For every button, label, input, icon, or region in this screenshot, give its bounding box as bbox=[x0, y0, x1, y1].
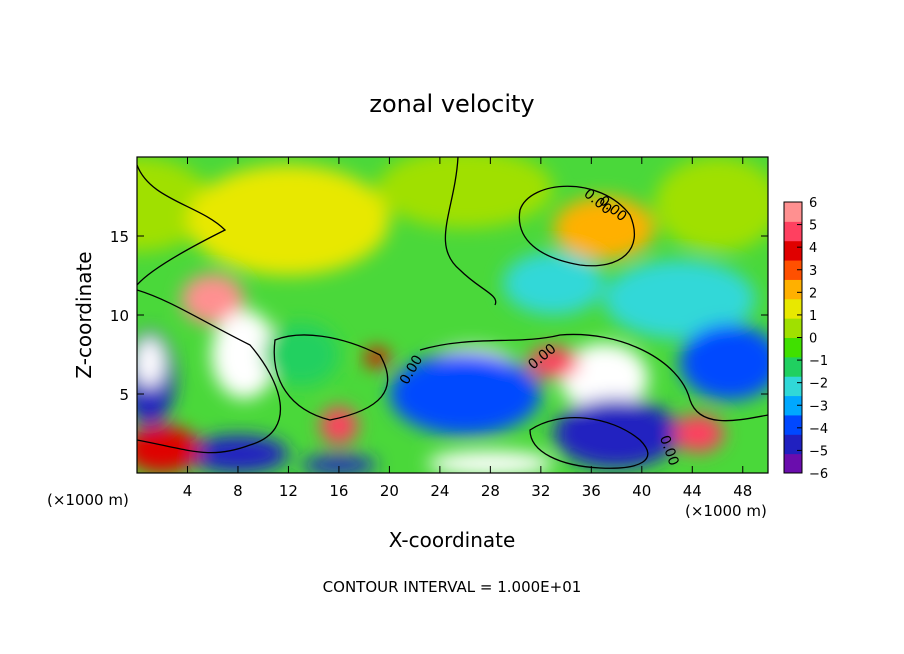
colorbar-swatch-6 bbox=[784, 337, 802, 358]
colorbar-label-8: −2 bbox=[809, 377, 828, 392]
field-region-6 bbox=[502, 251, 604, 315]
y-tick-label-0: 5 bbox=[119, 386, 129, 404]
colorbar-swatch-8 bbox=[784, 298, 802, 319]
chart-title: zonal velocity bbox=[369, 90, 534, 118]
colorbar-label-9: −3 bbox=[809, 399, 828, 414]
colorbar-swatch-0 bbox=[784, 453, 802, 474]
x-tick-label-3: 16 bbox=[329, 482, 348, 500]
x-unit-label: (×1000 m) bbox=[685, 502, 767, 520]
colorbar-label-10: −4 bbox=[809, 422, 828, 437]
x-tick-label-4: 20 bbox=[380, 482, 399, 500]
colorbar: 6 5 4 3 2 1 0 −1 −2 −3 −4 −5 −6 bbox=[783, 196, 828, 482]
field-region-19 bbox=[553, 398, 680, 469]
contour-line-6 bbox=[529, 417, 649, 469]
contour-line-2 bbox=[518, 185, 636, 267]
x-axis-label: X-coordinate bbox=[389, 528, 516, 552]
contour-line-4 bbox=[273, 334, 389, 421]
colorbar-label-1: 5 bbox=[809, 219, 817, 234]
x-tick-label-7: 32 bbox=[531, 482, 550, 500]
x-tick-label-0: 4 bbox=[183, 482, 193, 500]
field-region-1 bbox=[187, 164, 390, 276]
colorbar-swatch-11 bbox=[784, 240, 802, 261]
field-region-22 bbox=[673, 414, 724, 453]
field-region-24 bbox=[137, 425, 201, 473]
y-unit-label: (×1000 m) bbox=[47, 491, 129, 509]
colorbar-swatch-2 bbox=[784, 414, 802, 435]
x-tick-label-6: 28 bbox=[481, 482, 500, 500]
contour-interval-note: CONTOUR INTERVAL = 1.000E+01 bbox=[323, 578, 582, 596]
field-region-26 bbox=[301, 455, 377, 473]
colorbar-swatch-13 bbox=[784, 202, 802, 222]
velocity-field bbox=[137, 157, 768, 473]
colorbar-swatch-5 bbox=[784, 356, 802, 377]
x-tick-label-10: 44 bbox=[683, 482, 702, 500]
colorbar-swatch-7 bbox=[784, 318, 802, 338]
colorbar-label-3: 3 bbox=[809, 264, 817, 279]
colorbar-label-6: 0 bbox=[809, 332, 817, 347]
colorbar-label-7: −1 bbox=[809, 354, 828, 369]
colorbar-swatch-10 bbox=[784, 260, 802, 280]
colorbar-label-11: −5 bbox=[809, 444, 828, 459]
field-region-13 bbox=[319, 406, 358, 445]
y-axis-label: Z-coordinate bbox=[72, 251, 96, 378]
x-tick-label-5: 24 bbox=[430, 482, 449, 500]
field-region-2 bbox=[376, 157, 554, 229]
field-region-7 bbox=[181, 273, 245, 325]
contour-line-5 bbox=[419, 333, 768, 422]
x-tick-label-11: 48 bbox=[733, 482, 752, 500]
colorbar-swatch-12 bbox=[784, 221, 802, 242]
field-region-4 bbox=[654, 157, 768, 252]
contour-line-1 bbox=[444, 157, 497, 306]
field-region-23 bbox=[187, 435, 289, 473]
y-tick-label-1: 10 bbox=[110, 307, 129, 325]
colorbar-swatch-1 bbox=[784, 434, 802, 455]
colorbar-label-12: −6 bbox=[809, 467, 828, 482]
field-region-5 bbox=[603, 259, 756, 339]
x-tick-label-2: 12 bbox=[279, 482, 298, 500]
x-tick-label-9: 40 bbox=[632, 482, 651, 500]
x-tick-label-1: 8 bbox=[233, 482, 243, 500]
field-region-17 bbox=[528, 346, 579, 379]
x-axis-ticks: 4 8 12 16 20 24 28 32 36 40 44 48 bbox=[183, 157, 752, 500]
colorbar-swatch-9 bbox=[784, 279, 802, 300]
colorbar-label-2: 4 bbox=[809, 241, 817, 256]
field-region-12 bbox=[364, 348, 390, 368]
y-tick-label-2: 15 bbox=[110, 228, 129, 246]
colorbar-label-4: 2 bbox=[809, 286, 817, 301]
field-region-16 bbox=[559, 343, 649, 413]
contour-line-0 bbox=[137, 164, 227, 286]
field-region-8 bbox=[211, 310, 278, 399]
colorbar-swatch-3 bbox=[784, 395, 802, 416]
contour-lines bbox=[137, 157, 768, 469]
x-tick-label-8: 36 bbox=[582, 482, 601, 500]
field-region-10 bbox=[137, 337, 165, 388]
field-region-11 bbox=[263, 322, 339, 387]
field-region-25 bbox=[427, 450, 554, 473]
field-region-3 bbox=[553, 196, 655, 260]
colorbar-swatch-4 bbox=[784, 376, 802, 397]
field-region-21 bbox=[679, 324, 768, 401]
contour-line-3 bbox=[137, 289, 282, 454]
colorbar-label-5: 1 bbox=[809, 309, 817, 324]
colorbar-label-0: 6 bbox=[809, 196, 817, 211]
y-axis-ticks: 5 10 15 bbox=[110, 228, 768, 404]
plot-area bbox=[137, 157, 768, 473]
field-region-15 bbox=[389, 352, 541, 436]
